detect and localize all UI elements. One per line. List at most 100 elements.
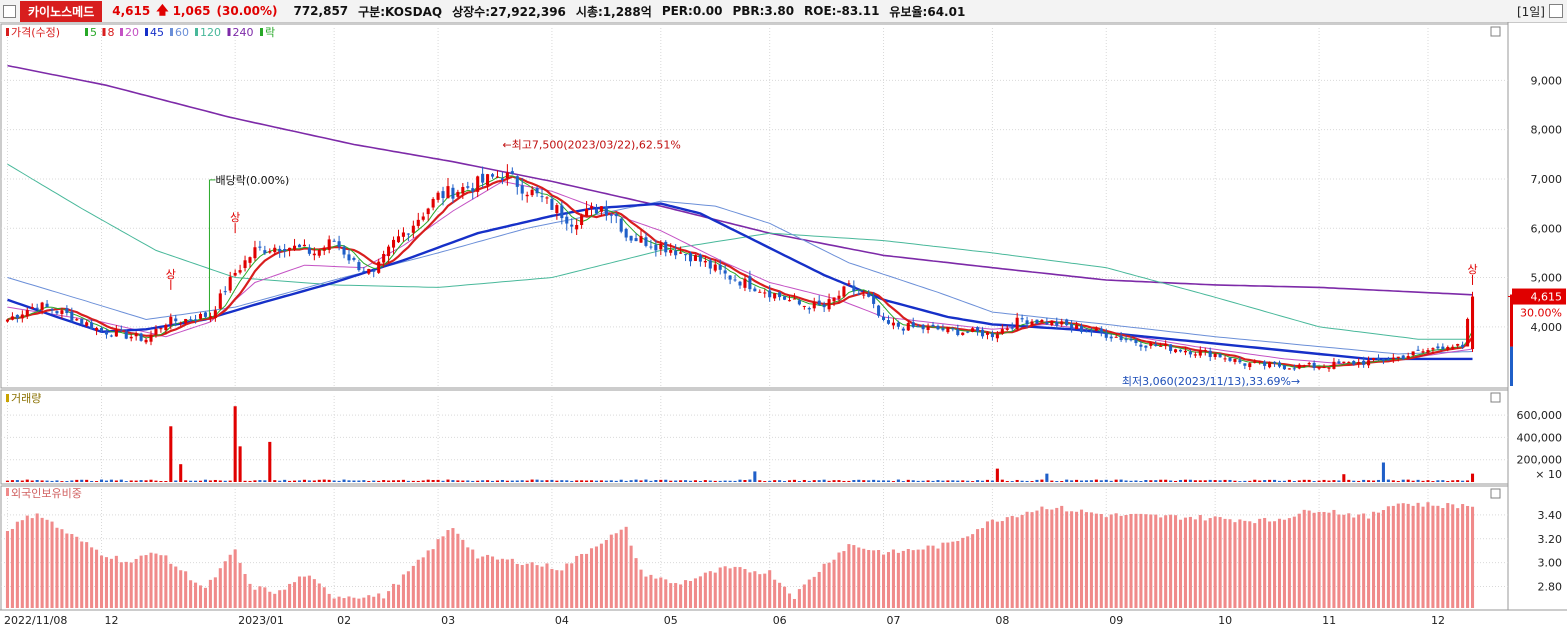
volume-bar[interactable] [723, 480, 727, 482]
foreign-ratio-bar[interactable] [253, 589, 257, 608]
volume-bar[interactable] [1381, 462, 1385, 483]
candle[interactable] [481, 173, 485, 183]
candle[interactable] [807, 308, 811, 310]
volume-bar[interactable] [99, 479, 104, 482]
volume-bar[interactable] [307, 480, 311, 482]
candle[interactable] [70, 311, 74, 321]
candle[interactable] [1426, 350, 1430, 353]
candle[interactable] [139, 333, 143, 341]
candle[interactable] [1238, 360, 1242, 363]
foreign-ratio-bar[interactable] [560, 570, 564, 608]
candle[interactable] [773, 293, 777, 299]
candle[interactable] [1174, 349, 1178, 353]
foreign-ratio-bar[interactable] [471, 549, 475, 608]
foreign-ratio-bar[interactable] [1421, 506, 1425, 608]
volume-bar[interactable] [179, 464, 183, 482]
volume-bar[interactable] [1347, 479, 1351, 482]
foreign-ratio-bar[interactable] [971, 534, 975, 608]
volume-bar[interactable] [1223, 479, 1227, 482]
foreign-ratio-bar[interactable] [783, 586, 787, 608]
volume-bar[interactable] [1119, 479, 1123, 482]
foreign-ratio-bar[interactable] [283, 589, 287, 608]
foreign-ratio-bar[interactable] [55, 527, 59, 608]
candle[interactable] [1154, 344, 1158, 346]
candle[interactable] [411, 225, 415, 233]
volume-bar[interactable] [664, 479, 668, 482]
candle[interactable] [387, 246, 391, 257]
volume-bar[interactable] [540, 480, 544, 482]
candle[interactable] [35, 307, 39, 309]
foreign-ratio-bar[interactable] [486, 554, 490, 608]
volume-bar[interactable] [396, 480, 401, 482]
foreign-ratio-bar[interactable] [847, 544, 851, 608]
foreign-ratio-bar[interactable] [164, 555, 168, 608]
volume-bar[interactable] [718, 480, 722, 482]
volume-bar[interactable] [1233, 480, 1237, 482]
foreign-ratio-bar[interactable] [857, 547, 861, 608]
foreign-ratio-bar[interactable] [426, 550, 430, 608]
candle[interactable] [144, 339, 148, 343]
foreign-ratio-bar[interactable] [565, 563, 569, 608]
foreign-ratio-bar[interactable] [1050, 509, 1054, 608]
volume-bar[interactable] [1010, 481, 1014, 482]
candle[interactable] [1109, 336, 1113, 339]
foreign-ratio-bar[interactable] [684, 580, 688, 608]
candle[interactable] [560, 205, 564, 219]
foreign-ratio-bar[interactable] [1441, 507, 1445, 608]
candle[interactable] [679, 252, 683, 254]
candle[interactable] [169, 316, 173, 325]
candle[interactable] [802, 305, 806, 307]
volume-bar[interactable] [1441, 480, 1445, 482]
candle[interactable] [174, 318, 178, 322]
candle[interactable] [490, 174, 495, 177]
volume-bar[interactable] [931, 480, 935, 482]
candle[interactable] [10, 316, 14, 320]
foreign-ratio-bar[interactable] [659, 577, 663, 608]
foreign-ratio-bar[interactable] [1372, 511, 1376, 608]
foreign-ratio-bar[interactable] [80, 541, 84, 608]
foreign-ratio-bar[interactable] [614, 533, 618, 608]
volume-bar[interactable] [797, 481, 801, 482]
candle[interactable] [1104, 333, 1108, 338]
volume-bar[interactable] [1312, 481, 1316, 482]
candle[interactable] [1268, 362, 1272, 368]
candle[interactable] [946, 326, 950, 333]
candle[interactable] [530, 189, 534, 196]
foreign-ratio-bar[interactable] [787, 593, 792, 608]
volume-bar[interactable] [1322, 479, 1326, 482]
candle[interactable] [545, 197, 549, 199]
foreign-ratio-bar[interactable] [1065, 511, 1069, 608]
candle[interactable] [857, 293, 861, 295]
candle[interactable] [476, 176, 480, 192]
foreign-ratio-bar[interactable] [70, 534, 74, 608]
volume-bar[interactable] [1035, 479, 1039, 482]
candle[interactable] [1000, 329, 1004, 334]
volume-bar[interactable] [45, 480, 49, 482]
volume-bar[interactable] [1079, 480, 1084, 482]
candle[interactable] [1218, 354, 1222, 358]
candle[interactable] [1352, 360, 1356, 365]
candle[interactable] [327, 239, 331, 250]
foreign-ratio-bar[interactable] [352, 597, 356, 608]
foreign-ratio-bar[interactable] [951, 541, 955, 608]
foreign-ratio-bar[interactable] [95, 549, 99, 608]
candle[interactable] [129, 336, 133, 339]
foreign-ratio-bar[interactable] [1055, 507, 1059, 608]
foreign-ratio-bar[interactable] [906, 548, 910, 608]
foreign-ratio-bar[interactable] [119, 562, 123, 608]
foreign-ratio-bar[interactable] [302, 576, 306, 608]
volume-bar[interactable] [65, 481, 69, 482]
candle[interactable] [382, 253, 386, 263]
panel-minimize-icon[interactable] [1490, 26, 1501, 37]
candle[interactable] [738, 281, 742, 286]
volume-bar[interactable] [743, 479, 747, 482]
candle[interactable] [743, 278, 747, 288]
foreign-ratio-bar[interactable] [357, 598, 361, 608]
candle[interactable] [1119, 335, 1123, 341]
candle[interactable] [65, 308, 69, 314]
candle[interactable] [1322, 367, 1326, 369]
foreign-ratio-bar[interactable] [476, 558, 480, 608]
foreign-ratio-bar[interactable] [1470, 506, 1475, 608]
foreign-ratio-bar[interactable] [461, 539, 465, 608]
candle[interactable] [1337, 361, 1341, 364]
